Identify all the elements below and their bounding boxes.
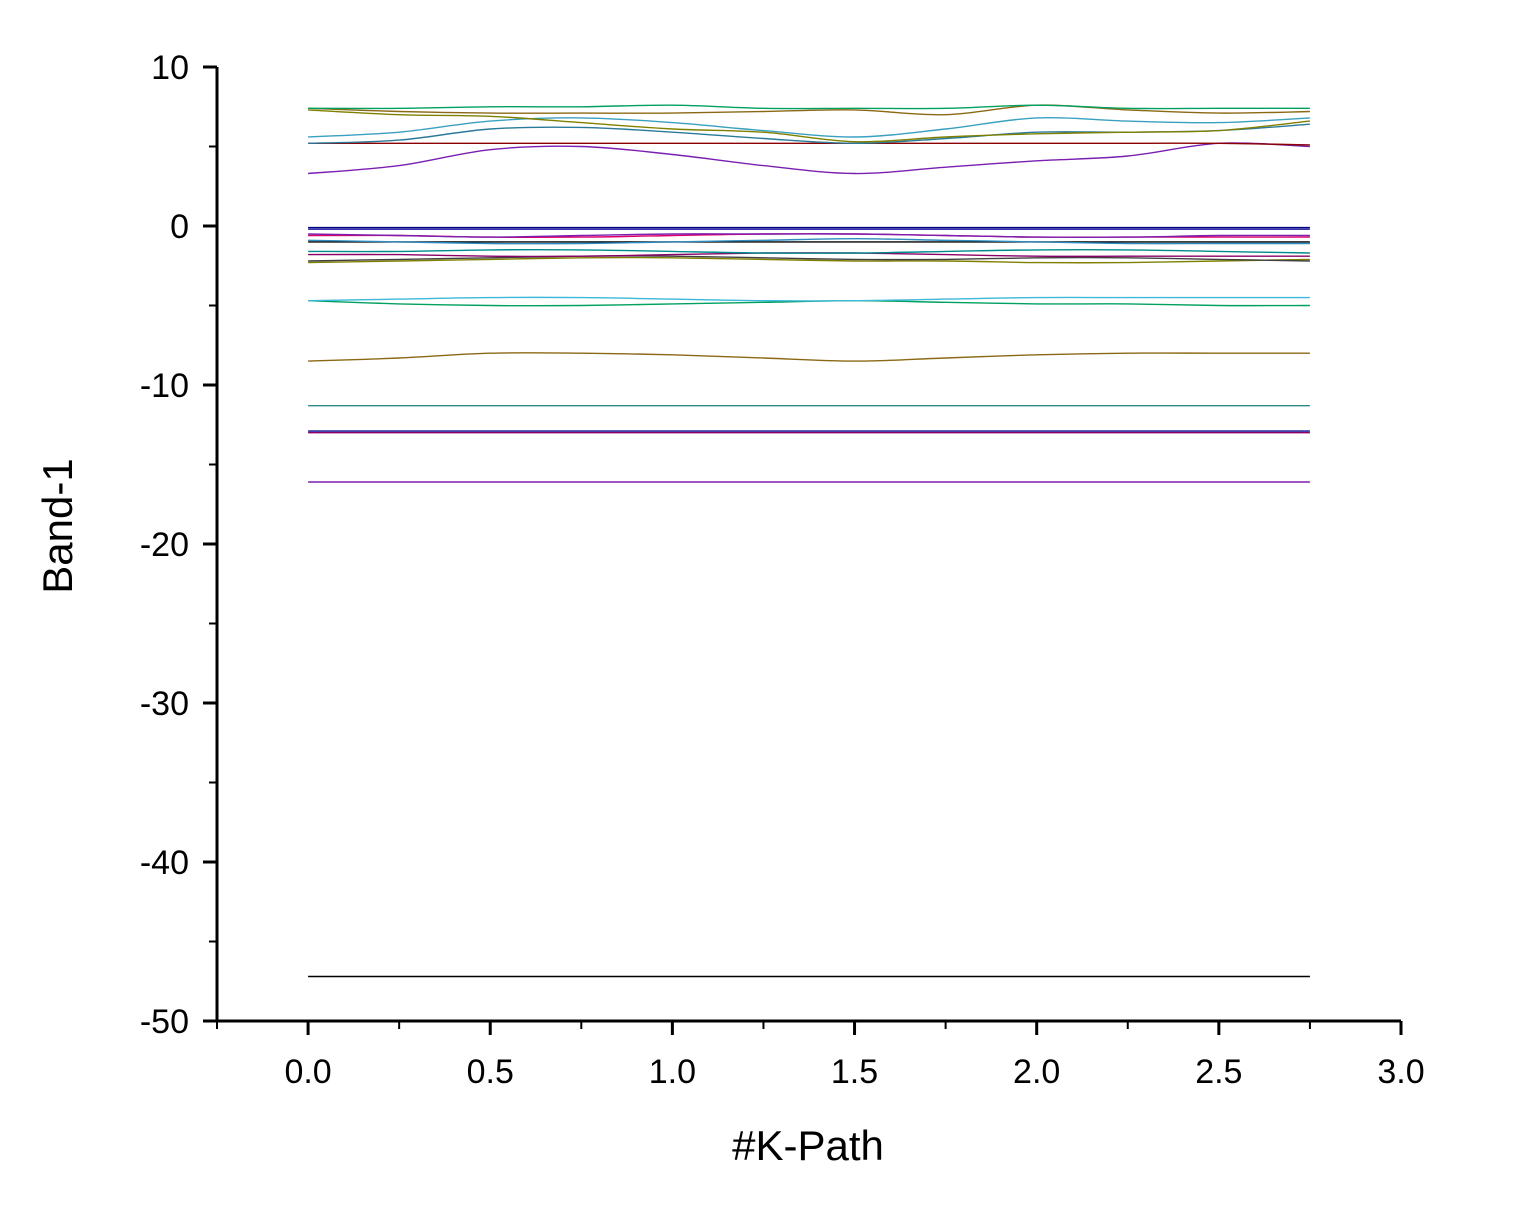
band-line-19	[308, 142, 1310, 175]
band-line-21	[308, 123, 1310, 145]
y-ticks: 10 0 -10 -20 -30 -40 -50	[140, 49, 217, 1041]
y-tick-label: -50	[140, 1003, 189, 1041]
band-line-12	[308, 248, 1310, 254]
y-tick-label: 0	[170, 208, 189, 246]
y-tick-label: 10	[151, 49, 189, 87]
series-layer	[308, 104, 1310, 978]
y-tick-label: -40	[140, 844, 189, 882]
band-line-6	[308, 352, 1310, 362]
band-line-9	[308, 256, 1310, 264]
band-line-8	[308, 296, 1310, 302]
x-tick-label: 2.5	[1195, 1053, 1242, 1091]
x-axis-title: #K-Path	[732, 1122, 884, 1169]
y-tick-label: -20	[140, 526, 189, 564]
band-line-16	[308, 233, 1310, 239]
band-line-22	[308, 116, 1310, 138]
x-ticks: 0.0 0.5 1.0 1.5 2.0 2.5 3.0	[216, 1021, 1425, 1091]
y-tick-label: -10	[140, 367, 189, 405]
x-tick-label: 1.0	[649, 1053, 696, 1091]
y-tick-label: -30	[140, 685, 189, 723]
y-axis-title: Band-1	[34, 458, 81, 593]
band-line-25	[308, 104, 1310, 110]
band-line-23	[308, 109, 1310, 143]
band-line-20	[308, 142, 1310, 146]
band-line-14	[308, 237, 1310, 245]
x-tick-label: 0.0	[284, 1053, 331, 1091]
band-line-10	[308, 255, 1310, 262]
x-tick-label: 3.0	[1377, 1053, 1424, 1091]
x-tick-label: 0.5	[467, 1053, 514, 1091]
band-line-24	[308, 104, 1310, 116]
x-tick-label: 1.5	[831, 1053, 878, 1091]
x-tick-label: 2.0	[1013, 1053, 1060, 1091]
